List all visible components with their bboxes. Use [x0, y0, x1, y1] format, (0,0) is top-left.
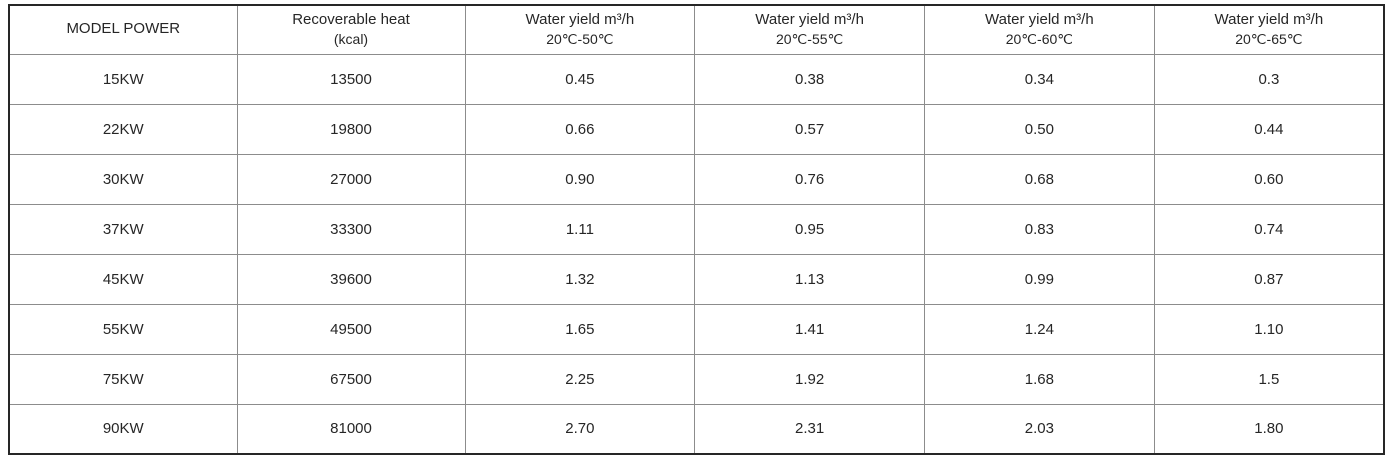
table-cell: 55KW: [8, 303, 238, 355]
column-header-sublabel: (kcal): [333, 30, 369, 47]
table-cell: 0.83: [924, 203, 1155, 255]
table-cell: 0.57: [694, 103, 925, 155]
table-row: 22KW 19800 0.66 0.57 0.50 0.44: [8, 103, 1385, 155]
power-water-yield-table: MODEL POWER Recoverable heat (kcal) Water y…: [8, 4, 1385, 455]
column-header-label: MODEL POWER: [66, 20, 181, 38]
table-cell: 2.31: [694, 403, 925, 455]
column-header-label: Water yield m³/h: [1214, 11, 1324, 29]
table-cell: 2.70: [464, 403, 696, 455]
table-cell: 27000: [236, 153, 466, 205]
table-row: 37KW 33300 1.11 0.95 0.83 0.74: [8, 203, 1385, 255]
table-cell: 0.95: [694, 203, 925, 255]
table-cell: 0.38: [694, 53, 925, 105]
column-header-sublabel: 20℃-55℃: [775, 30, 844, 47]
table-cell: 33300: [236, 203, 466, 255]
column-header: Water yield m³/h 20℃-50℃: [464, 4, 696, 55]
column-header-sublabel: 20℃-50℃: [546, 30, 614, 47]
table-cell: 1.65: [464, 303, 696, 355]
table-cell: 0.3: [1153, 53, 1385, 105]
column-header: Water yield m³/h 20℃-55℃: [694, 4, 925, 55]
table-cell: 49500: [236, 303, 466, 355]
table-cell: 0.90: [464, 153, 696, 205]
table-cell: 0.34: [924, 53, 1155, 105]
table-row: 30KW 27000 0.90 0.76 0.68 0.60: [8, 153, 1385, 205]
table-cell: 19800: [236, 103, 466, 155]
table-cell: 75KW: [8, 353, 238, 405]
table-cell: 1.41: [694, 303, 925, 355]
table-cell: 0.76: [694, 153, 925, 205]
table-cell: 1.32: [464, 253, 696, 305]
table-cell: 0.50: [924, 103, 1155, 155]
table-cell: 1.24: [924, 303, 1155, 355]
column-header-label: Water yield m³/h: [755, 11, 864, 29]
table-cell: 37KW: [8, 203, 238, 255]
table-cell: 13500: [236, 53, 466, 105]
column-header-label: Water yield m³/h: [985, 11, 1094, 29]
table-row: 45KW 39600 1.32 1.13 0.99 0.87: [8, 253, 1385, 305]
column-header: Water yield m³/h 20℃-60℃: [924, 4, 1155, 55]
column-header-sublabel: 20℃-65℃: [1235, 30, 1303, 47]
table-cell: 1.10: [1153, 303, 1385, 355]
table-cell: 1.80: [1153, 403, 1385, 455]
table-cell: 39600: [236, 253, 466, 305]
table-cell: 0.87: [1153, 253, 1385, 305]
column-header: Water yield m³/h 20℃-65℃: [1153, 4, 1385, 55]
table-cell: 81000: [236, 403, 466, 455]
table-cell: 0.68: [924, 153, 1155, 205]
table-row: 15KW 13500 0.45 0.38 0.34 0.3: [8, 53, 1385, 105]
table-cell: 0.99: [924, 253, 1155, 305]
table-cell: 1.11: [464, 203, 696, 255]
column-header: MODEL POWER: [8, 4, 238, 55]
column-header-sublabel: 20℃-60℃: [1005, 30, 1073, 47]
column-header-label: Water yield m³/h: [525, 11, 635, 29]
table-head-row: MODEL POWER Recoverable heat (kcal) Water y…: [8, 4, 1385, 55]
table-cell: 90KW: [8, 403, 238, 455]
column-header: Recoverable heat (kcal): [236, 4, 466, 55]
table-cell: 1.92: [694, 353, 925, 405]
table-cell: 2.03: [924, 403, 1155, 455]
table-cell: 1.68: [924, 353, 1155, 405]
table-cell: 22KW: [8, 103, 238, 155]
table-cell: 0.45: [464, 53, 696, 105]
column-header-label: Recoverable heat: [292, 11, 410, 29]
table-row: 75KW 67500 2.25 1.92 1.68 1.5: [8, 353, 1385, 405]
table-cell: 0.44: [1153, 103, 1385, 155]
table-cell: 30KW: [8, 153, 238, 205]
table-cell: 0.60: [1153, 153, 1385, 205]
table-cell: 0.74: [1153, 203, 1385, 255]
table-cell: 0.66: [464, 103, 696, 155]
table-row: 55KW 49500 1.65 1.41 1.24 1.10: [8, 303, 1385, 355]
table-body: 15KW 13500 0.45 0.38 0.34 0.3 22KW 19800 0.66 0.5…: [8, 53, 1385, 455]
table-cell: 67500: [236, 353, 466, 405]
table-cell: 15KW: [8, 53, 238, 105]
table-cell: 1.13: [694, 253, 925, 305]
table-row: 90KW 81000 2.70 2.31 2.03 1.80: [8, 403, 1385, 455]
table-cell: 45KW: [8, 253, 238, 305]
table-cell: 1.5: [1153, 353, 1385, 405]
table-cell: 2.25: [464, 353, 696, 405]
